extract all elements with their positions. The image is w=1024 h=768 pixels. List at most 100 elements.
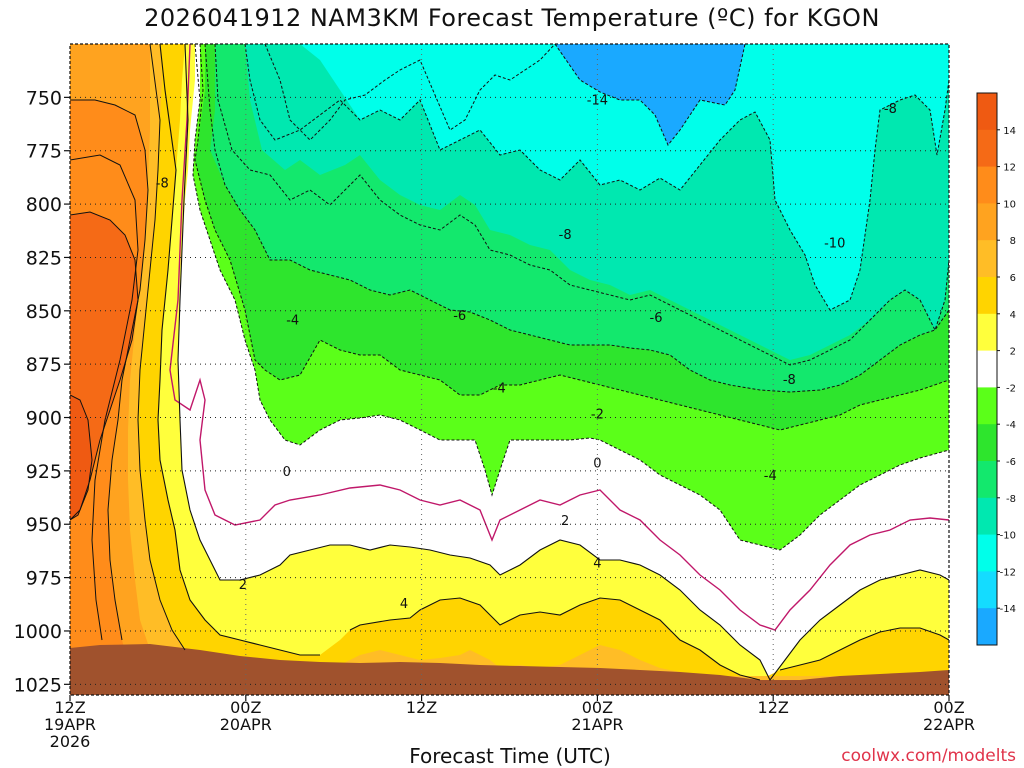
temperature-fill-layers [70,44,949,695]
x-tick-label: 00Z [582,698,613,717]
colorbar-label: 12 [1003,163,1016,174]
y-tick-label: 750 [26,87,62,109]
colorbar-swatch [977,277,997,315]
contour-label: -8 [156,177,169,192]
colorbar-swatch [977,313,997,352]
gridlines [70,44,949,695]
contour-plus4b [349,597,761,681]
y-tick-label: 875 [26,354,62,376]
colorbar-label: -4 [1006,420,1016,431]
y-tick-label: 950 [26,514,62,536]
contour-minus8 [214,44,949,366]
x-tick-label: 22APR [923,715,975,734]
contour-label: 0 [593,456,601,471]
colorbar-label: -6 [1006,457,1016,468]
contour-plus12 [70,211,139,521]
contour-plus14 [70,394,93,521]
colorbar-swatch [977,93,997,131]
x-tick-label: 00Z [230,698,261,717]
colorbar-swatch [977,350,997,388]
colorbar-label: -2 [1006,383,1016,394]
contour-labels: -14 -8 -8 -8 -10 -4 -6 -6 -8 -4 -2 -4 0 0 2 2 4 4 [156,93,897,612]
y-tick-label: 900 [26,408,62,430]
band-plus14 [70,395,92,520]
contour-label: -4 [764,469,777,484]
contour-label: -8 [783,373,796,388]
contour-plus4c [779,627,949,671]
x-tick-label: 12Z [54,698,85,717]
y-tick-label: 975 [26,568,62,590]
colorbar-swatch [977,461,997,499]
ground [70,644,949,695]
x-tick-label: 00Z [933,698,964,717]
contour-label: 0 [283,465,291,480]
y-tick-label: 1000 [14,621,62,643]
contour-label: -6 [453,309,466,324]
colorbar-label: 6 [1010,273,1016,284]
x-tick-label: 20APR [220,715,272,734]
colorbar-swatch [977,387,997,425]
contour-label: -8 [884,102,897,117]
colorbar-label: -10 [1000,531,1016,542]
x-tick-label: 19APR [44,715,96,734]
contour-label: 4 [593,557,601,572]
contour-minus10 [244,44,949,311]
colorbar-label: 2 [1010,347,1016,358]
contour-minus6 [204,44,949,393]
colorbar-label: -8 [1006,494,1016,505]
contour-label: 2 [561,514,569,529]
colorbar: 14 12 10 8 6 4 2 -2 -4 -6 -8 -10 -12 -14 [976,92,1016,646]
y-tick-label: 825 [26,247,62,269]
contour-zero [169,44,949,631]
y-axis: 750 775 800 825 850 875 900 925 950 975 1000 1025 [14,87,70,696]
colorbar-swatch [977,571,997,609]
y-tick-label: 925 [26,461,62,483]
colorbar-swatch [977,203,997,241]
contour-label: -6 [650,311,663,326]
y-tick-label: 800 [26,194,62,216]
band-plus6 [70,44,949,695]
colorbar-label: 10 [1003,199,1016,210]
colorbar-label: 8 [1010,236,1016,247]
colorbar-label: -14 [1000,604,1016,615]
contour-minus4 [194,44,949,431]
colorbar-swatch [977,240,997,278]
x-axis-title: Forecast Time (UTC) [409,744,611,768]
y-tick-label: 775 [26,141,62,163]
colorbar-swatch [977,166,997,204]
colorbar-frame [976,92,998,646]
x-tick-label: 2026 [50,732,91,751]
contour-label: 2 [239,578,247,593]
colorbar-swatch [977,129,997,168]
band-near-zero [70,44,949,695]
contour-plus10 [70,154,139,641]
contour-minus12 [264,44,556,141]
chart-title: 2026041912 NAM3KM Forecast Temperature (… [144,4,880,32]
contour-label: 4 [400,597,408,612]
x-tick-label: 21APR [571,715,623,734]
colorbar-label: 14 [1003,126,1016,137]
contour-plus4 [157,44,320,656]
contour-minus2 [192,44,949,551]
contour-label: -14 [587,93,608,108]
colorbar-swatch [977,608,997,646]
x-tick-label: 12Z [758,698,789,717]
source-credit[interactable]: coolwx.com/modelts [841,746,1016,766]
contour-label: -2 [591,407,604,422]
contour-lines [70,44,949,682]
contour-label: -4 [493,382,506,397]
colorbar-label: -12 [1000,567,1016,578]
contour-label: -10 [824,237,845,252]
contour-plus6 [137,44,186,651]
band-cold-core [555,44,745,145]
colorbar-swatch [977,424,997,462]
x-tick-label: 12Z [406,698,437,717]
contour-label: -4 [286,313,299,328]
y-tick-label: 850 [26,301,62,323]
y-tick-label: 1025 [14,674,62,696]
contour-minus14 [554,44,746,146]
colorbar-swatch [977,534,997,572]
contour-label: -8 [559,228,572,243]
